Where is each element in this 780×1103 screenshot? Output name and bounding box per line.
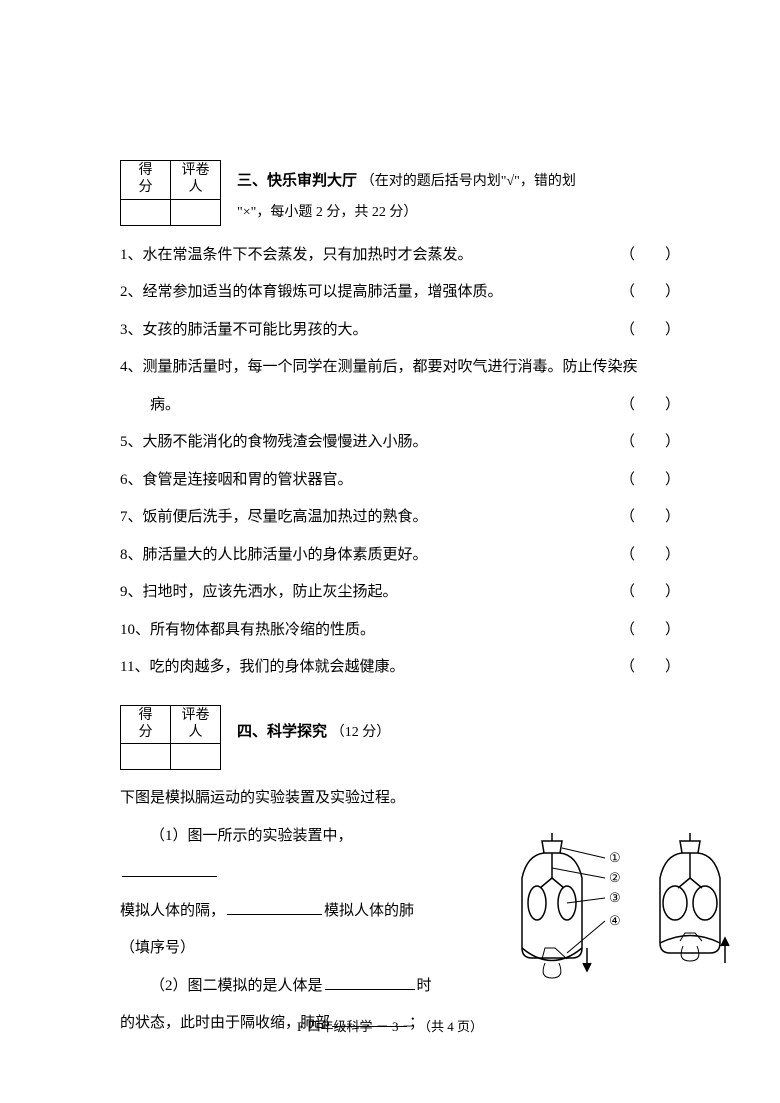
score-cell[interactable] — [121, 744, 171, 770]
q-6: 6、食管是连接咽和胃的管状器官。 （ ） — [120, 462, 680, 500]
q-11: 11、吃的肉越多，我们的身体就会越健康。 （ ） — [120, 649, 680, 687]
answer-paren[interactable]: （ ） — [620, 649, 680, 687]
grader-cell[interactable] — [171, 744, 221, 770]
q-1: 1、水在常温条件下不会蒸发，只有加热时才会蒸发。 （ ） — [120, 237, 680, 275]
p1b: 模拟人体的隔， — [120, 903, 225, 919]
q-text: 8、肺活量大的人比肺活量小的身体素质更好。 — [120, 537, 620, 575]
page-footer: F 四年级科学 － 3 － （共 4 页） — [0, 1011, 780, 1044]
q-text: 11、吃的肉越多，我们的身体就会越健康。 — [120, 649, 620, 687]
label-4: ④ — [609, 913, 621, 928]
section-4-intro: 下图是模拟膈运动的实验装置及实验过程。 — [120, 780, 680, 818]
q-3: 3、女孩的肺活量不可能比男孩的大。 （ ） — [120, 312, 680, 350]
p2a: （2）图二模拟的是人体是 — [150, 978, 323, 994]
q-text: 1、水在常温条件下不会蒸发，只有加热时才会蒸发。 — [120, 237, 620, 275]
answer-paren[interactable]: （ ） — [620, 537, 680, 575]
q-2: 2、经常参加适当的体育锻炼可以提高肺活量，增强体质。 （ ） — [120, 274, 680, 312]
section-3-note-a: （在对的题后括号内划"√"，错的划 — [361, 174, 576, 189]
blank-1[interactable] — [122, 862, 217, 877]
q-text: 4、测量肺活量时，每一个同学在测量前后，都要对吹气进行消毒。防止传染疾 — [120, 359, 638, 375]
q-5: 5、大肠不能消化的食物残渣会慢慢进入小肠。 （ ） — [120, 424, 680, 462]
score-cell[interactable] — [121, 199, 171, 225]
section-3-header: 得 分 评卷人 三、快乐审判大厅 （在对的题后括号内划"√"，错的划 "×"，每… — [120, 160, 680, 229]
answer-paren[interactable]: （ ） — [620, 387, 680, 425]
grader-cell[interactable] — [171, 199, 221, 225]
q-text: 5、大肠不能消化的食物残渣会慢慢进入小肠。 — [120, 424, 620, 462]
answer-paren[interactable]: （ ） — [620, 312, 680, 350]
q-4-line2: 病。 （ ） — [120, 387, 680, 425]
label-3: ③ — [609, 890, 621, 905]
label-1: ① — [609, 850, 621, 865]
answer-paren[interactable]: （ ） — [620, 462, 680, 500]
q-9: 9、扫地时，应该先洒水，防止灰尘扬起。 （ ） — [120, 574, 680, 612]
p1c: 模拟人体的肺 — [324, 903, 414, 919]
score-table-4: 得 分 评卷人 — [120, 705, 221, 771]
answer-paren[interactable]: （ ） — [620, 574, 680, 612]
score-table-3: 得 分 评卷人 — [120, 160, 221, 226]
experiment-block: （1）图一所示的实验装置中， 模拟人体的隔， 模拟人体的肺 （填序号） （2）图二… — [120, 818, 680, 1043]
grader-label: 评卷人 — [171, 705, 221, 744]
q-8: 8、肺活量大的人比肺活量小的身体素质更好。 （ ） — [120, 537, 680, 575]
q-text: 9、扫地时，应该先洒水，防止灰尘扬起。 — [120, 574, 620, 612]
q-7: 7、饭前便后洗手，尽量吃高温加热过的熟食。 （ ） — [120, 499, 680, 537]
diagram-wrap: ① ② ③ ④ — [497, 833, 740, 983]
q-text: 7、饭前便后洗手，尽量吃高温加热过的熟食。 — [120, 499, 620, 537]
grader-label: 评卷人 — [171, 161, 221, 200]
blank-2[interactable] — [227, 900, 322, 915]
score-label: 得 分 — [121, 705, 171, 744]
diagram-1: ① ② ③ ④ — [497, 833, 632, 983]
answer-paren[interactable]: （ ） — [620, 237, 680, 275]
answer-paren[interactable]: （ ） — [620, 274, 680, 312]
section-4-note: （12 分） — [331, 725, 391, 740]
p2b: 时 — [417, 978, 432, 994]
q-4-line1: 4、测量肺活量时，每一个同学在测量前后，都要对吹气进行消毒。防止传染疾 — [120, 349, 680, 387]
section-4-title-wrap: 四、科学探究 （12 分） — [237, 705, 390, 749]
q-text: 10、所有物体都具有热胀冷缩的性质。 — [120, 612, 620, 650]
answer-paren[interactable]: （ ） — [620, 424, 680, 462]
q-10: 10、所有物体都具有热胀冷缩的性质。 （ ） — [120, 612, 680, 650]
experiment-text: （1）图一所示的实验装置中， 模拟人体的隔， 模拟人体的肺 （填序号） （2）图二… — [120, 818, 450, 1043]
section-4-title: 四、科学探究 — [237, 723, 327, 740]
q-text: 6、食管是连接咽和胃的管状器官。 — [120, 462, 620, 500]
section-3-title: 三、快乐审判大厅 — [237, 172, 357, 189]
section-4-header: 得 分 评卷人 四、科学探究 （12 分） — [120, 705, 680, 771]
q-text: 病。 — [150, 387, 620, 425]
q-text: 3、女孩的肺活量不可能比男孩的大。 — [120, 312, 620, 350]
score-label: 得 分 — [121, 161, 171, 200]
p1a: （1）图一所示的实验装置中， — [150, 828, 353, 844]
blank-3[interactable] — [325, 975, 415, 990]
diagram-2 — [640, 833, 740, 983]
p1d: （填序号） — [120, 940, 195, 956]
answer-paren[interactable]: （ ） — [620, 499, 680, 537]
label-2: ② — [609, 870, 621, 885]
section-3-title-wrap: 三、快乐审判大厅 （在对的题后括号内划"√"，错的划 "×"，每小题 2 分，共… — [237, 160, 576, 229]
section-3-note-b: "×"，每小题 2 分，共 22 分） — [237, 198, 576, 229]
answer-paren[interactable]: （ ） — [620, 612, 680, 650]
q-text: 2、经常参加适当的体育锻炼可以提高肺活量，增强体质。 — [120, 274, 620, 312]
